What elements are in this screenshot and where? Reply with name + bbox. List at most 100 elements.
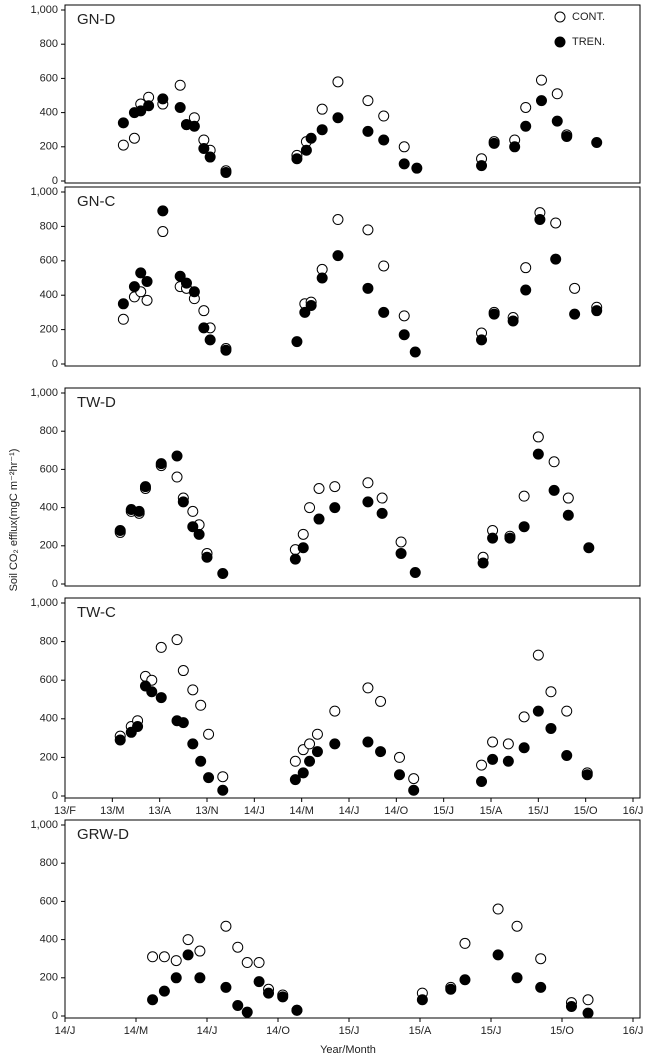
x-tick-label: 15/O — [574, 805, 598, 817]
point — [291, 336, 303, 348]
point — [393, 751, 405, 763]
point — [193, 528, 205, 540]
point — [518, 742, 530, 754]
point — [187, 505, 199, 517]
point — [520, 120, 532, 132]
point — [332, 112, 344, 124]
point — [182, 949, 194, 961]
x-tick-label: 13/N — [195, 805, 218, 817]
point — [132, 721, 144, 733]
point — [476, 334, 488, 346]
point — [583, 542, 595, 554]
y-tick-label: 200 — [40, 972, 58, 984]
point — [203, 728, 215, 740]
point — [195, 699, 207, 711]
point — [217, 567, 229, 579]
panel-title: GN-D — [77, 11, 115, 28]
point — [188, 120, 200, 132]
y-tick-label: 200 — [40, 324, 58, 336]
point — [545, 686, 557, 698]
point — [535, 95, 547, 107]
point — [476, 759, 488, 771]
point — [304, 502, 316, 514]
point — [114, 734, 126, 746]
panel-title: GRW-D — [77, 826, 129, 843]
point — [128, 132, 140, 144]
point — [128, 281, 140, 293]
point — [532, 705, 544, 717]
point — [398, 329, 410, 341]
y-tick-label: 1,000 — [30, 4, 58, 16]
point — [550, 253, 562, 265]
point — [329, 738, 341, 750]
point — [329, 502, 341, 514]
legend-label: TREN. — [572, 36, 605, 48]
x-tick-label: 14/M — [124, 1025, 148, 1037]
point — [545, 722, 557, 734]
point — [569, 282, 581, 294]
point — [277, 991, 289, 1003]
x-tick-label: 15/J — [528, 805, 549, 817]
point — [155, 692, 167, 704]
point — [203, 772, 215, 784]
point — [220, 981, 232, 993]
point — [155, 641, 167, 653]
point — [313, 483, 325, 494]
point — [488, 137, 500, 149]
point — [198, 143, 210, 155]
point — [582, 994, 594, 1006]
point — [409, 346, 421, 358]
x-tick-label: 14/J — [197, 1025, 218, 1037]
y-tick-label: 1,000 — [30, 597, 58, 609]
point — [375, 695, 387, 707]
point — [220, 344, 232, 356]
point — [362, 496, 374, 508]
point — [253, 976, 265, 988]
point — [297, 767, 309, 779]
point — [204, 151, 216, 163]
point — [459, 937, 471, 949]
point — [232, 941, 244, 953]
point — [532, 448, 544, 460]
panel-title: TW-D — [77, 394, 116, 411]
point — [477, 557, 489, 569]
point — [548, 456, 560, 468]
point — [393, 769, 405, 781]
point — [289, 553, 301, 565]
point — [562, 492, 574, 504]
point — [253, 957, 265, 969]
point — [569, 308, 581, 320]
point — [198, 322, 210, 334]
y-tick-label: 0 — [52, 1010, 58, 1022]
point — [520, 101, 532, 113]
point — [241, 1006, 253, 1018]
x-tick-label: 15/J — [481, 1025, 502, 1037]
point — [241, 957, 253, 969]
legend-marker — [554, 11, 566, 23]
point — [174, 270, 186, 282]
point — [362, 736, 374, 748]
point — [299, 306, 311, 318]
point — [147, 994, 159, 1006]
point — [534, 214, 546, 226]
point — [187, 684, 199, 696]
x-tick-label: 15/A — [480, 805, 503, 817]
x-tick-label: 14/O — [266, 1025, 290, 1037]
plot-frame — [64, 819, 641, 1019]
point — [141, 294, 153, 306]
point — [297, 542, 309, 554]
point — [158, 985, 170, 997]
point — [509, 141, 521, 153]
x-tick-label: 15/J — [433, 805, 454, 817]
y-tick-label: 400 — [40, 502, 58, 514]
point — [487, 736, 499, 748]
point — [135, 267, 147, 279]
point — [201, 551, 213, 563]
point — [174, 101, 186, 113]
point — [551, 88, 563, 100]
point — [313, 513, 325, 525]
point — [520, 284, 532, 296]
point — [188, 286, 200, 298]
legend-label: CONT. — [572, 11, 605, 23]
